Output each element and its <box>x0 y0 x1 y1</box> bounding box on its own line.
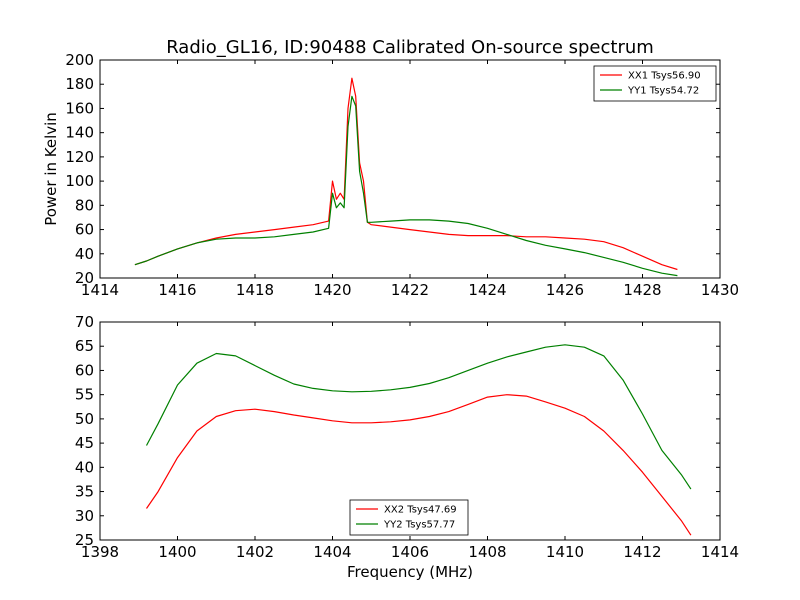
x-tick-label: 1426 <box>546 281 584 299</box>
legend-box <box>593 65 717 102</box>
y-tick-label: 50 <box>75 410 94 428</box>
x-tick-label: 1402 <box>236 543 274 561</box>
y-tick-label: 45 <box>75 434 94 452</box>
x-tick-label: 1400 <box>158 543 196 561</box>
y-tick-label: 120 <box>65 148 94 166</box>
series-line-2-2 <box>145 344 692 490</box>
x-tick-label: 1414 <box>701 543 739 561</box>
x-tick-label: 1410 <box>546 543 584 561</box>
y-tick-label: 80 <box>75 196 94 214</box>
y-tick-label: 60 <box>75 221 94 239</box>
legend-box <box>349 499 469 536</box>
x-tick-label: 1416 <box>158 281 196 299</box>
y-tick-label: 35 <box>75 483 94 501</box>
x-tick-label: 1424 <box>468 281 506 299</box>
y-tick-label: 200 <box>65 51 94 69</box>
bottom-spectrum-plot: 1398 1400 1402 1404 1406 1408 1410 1412 1414 25 30… <box>75 313 739 561</box>
legend: XX2 Tsys47.69 YY2 Tsys57.77 <box>349 499 469 536</box>
y-tick-label: 25 <box>75 531 94 549</box>
y-axis-label-top: Power in Kelvin <box>42 112 60 226</box>
legend: XX1 Tsys56.90 YY1 Tsys54.72 <box>593 65 717 102</box>
y-tick-label: 160 <box>65 99 94 117</box>
x-tick-label: 1404 <box>313 543 351 561</box>
y-tick-label: 55 <box>75 386 94 404</box>
x-axis-label-bottom: Frequency (MHz) <box>347 563 473 581</box>
y-tick-label: 140 <box>65 124 94 142</box>
series-line-1-2 <box>134 95 678 277</box>
x-tick-label: 1428 <box>623 281 661 299</box>
y-tick-label: 40 <box>75 458 94 476</box>
top-spectrum-plot: 1414 1416 1418 1420 1422 1424 1426 1428 1430 20 40… <box>65 51 739 299</box>
x-tick-label: 1398 <box>81 543 119 561</box>
legend-label: YY1 Tsys54.72 <box>627 86 699 97</box>
y-tick-label: 65 <box>75 337 94 355</box>
y-tick-label: 40 <box>75 245 94 263</box>
x-tick-label: 1412 <box>623 543 661 561</box>
y-tick-label: 180 <box>65 75 94 93</box>
y-tick-label: 100 <box>65 172 94 190</box>
legend-label: XX1 Tsys56.90 <box>628 71 701 82</box>
series-line-1-1 <box>134 77 678 271</box>
legend-label: XX2 Tsys47.69 <box>384 505 457 516</box>
x-tick-label: 1414 <box>81 281 119 299</box>
x-tick-label: 1430 <box>701 281 739 299</box>
y-tick-label: 70 <box>75 313 94 331</box>
x-tick-label: 1408 <box>468 543 506 561</box>
legend-label: YY2 Tsys57.77 <box>383 520 455 531</box>
y-tick-label: 20 <box>75 269 94 287</box>
chart-title: Radio_GL16, ID:90488 Calibrated On-sourc… <box>166 37 654 58</box>
x-tick-label: 1418 <box>236 281 274 299</box>
y-tick-label: 60 <box>75 361 94 379</box>
y-tick-label: 30 <box>75 507 94 525</box>
x-tick-label: 1420 <box>313 281 351 299</box>
series-line-2-1 <box>146 394 692 536</box>
x-tick-label: 1406 <box>391 543 429 561</box>
x-tick-label: 1422 <box>391 281 429 299</box>
